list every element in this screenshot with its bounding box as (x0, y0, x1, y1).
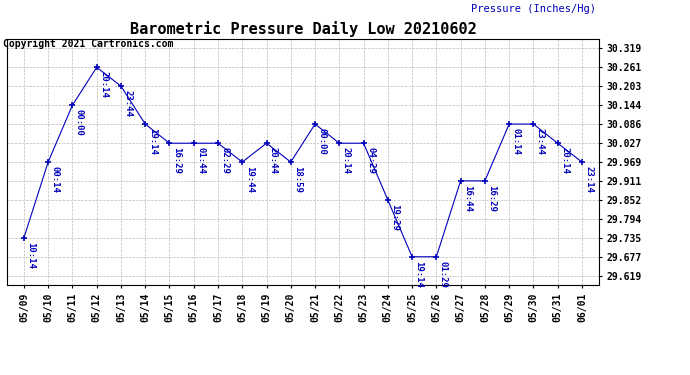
Text: 04:29: 04:29 (366, 147, 375, 174)
Text: 00:00: 00:00 (75, 110, 84, 136)
Text: 16:29: 16:29 (172, 147, 181, 174)
Text: 01:44: 01:44 (196, 147, 205, 174)
Text: 00:14: 00:14 (50, 166, 59, 193)
Text: Copyright 2021 Cartronics.com: Copyright 2021 Cartronics.com (3, 39, 174, 50)
Text: Pressure (Inches/Hg): Pressure (Inches/Hg) (471, 4, 596, 14)
Title: Barometric Pressure Daily Low 20210602: Barometric Pressure Daily Low 20210602 (130, 21, 476, 37)
Text: 19:14: 19:14 (415, 261, 424, 288)
Text: 23:44: 23:44 (536, 128, 545, 155)
Text: 20:14: 20:14 (342, 147, 351, 174)
Text: 19:14: 19:14 (148, 128, 157, 155)
Text: 00:00: 00:00 (317, 128, 326, 155)
Text: 01:14: 01:14 (511, 128, 520, 155)
Text: 23:14: 23:14 (584, 166, 593, 193)
Text: 01:29: 01:29 (439, 261, 448, 288)
Text: 02:29: 02:29 (220, 147, 230, 174)
Text: 19:29: 19:29 (391, 204, 400, 231)
Text: 18:59: 18:59 (293, 166, 302, 193)
Text: 20:44: 20:44 (269, 147, 278, 174)
Text: 10:14: 10:14 (26, 242, 35, 269)
Text: 16:29: 16:29 (487, 185, 496, 212)
Text: 23:44: 23:44 (124, 90, 132, 117)
Text: 20:14: 20:14 (99, 72, 108, 98)
Text: 16:44: 16:44 (463, 185, 472, 212)
Text: 20:14: 20:14 (560, 147, 569, 174)
Text: 19:44: 19:44 (245, 166, 254, 193)
